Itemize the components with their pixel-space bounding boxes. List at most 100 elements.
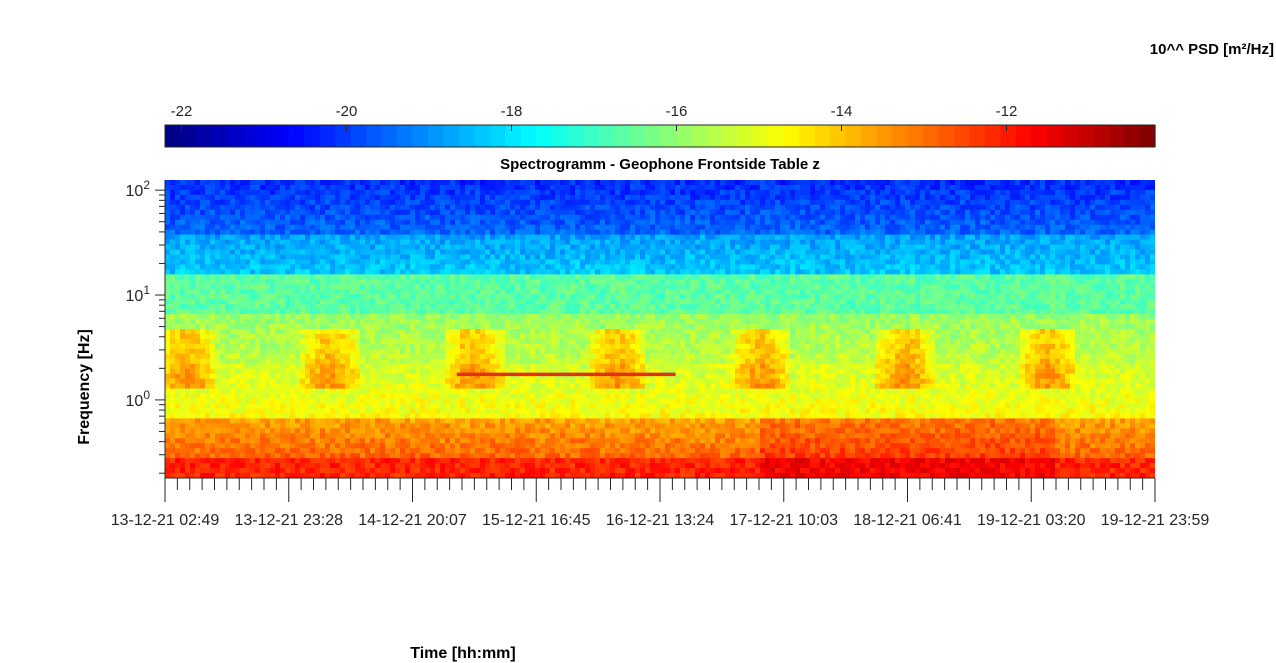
heatmap-cell	[575, 284, 581, 290]
heatmap-cell	[725, 279, 731, 285]
heatmap-cell	[735, 239, 741, 246]
heatmap-cell	[445, 249, 451, 255]
heatmap-cell	[1090, 180, 1096, 186]
heatmap-cell	[375, 264, 381, 270]
heatmap-cell	[705, 224, 711, 231]
heatmap-cell	[460, 239, 466, 246]
heatmap-cell	[1075, 289, 1081, 295]
heatmap-cell	[355, 264, 361, 270]
heatmap-cell	[305, 279, 311, 285]
heatmap-cell	[640, 249, 646, 255]
heatmap-cell	[930, 259, 936, 265]
heatmap-cell	[895, 229, 901, 236]
heatmap-cell	[410, 224, 416, 231]
heatmap-cell	[455, 204, 461, 211]
heatmap-cell	[630, 209, 636, 216]
heatmap-cell	[535, 189, 541, 196]
heatmap-cell	[670, 219, 676, 226]
heatmap-cell	[305, 184, 311, 191]
heatmap-cell	[870, 299, 876, 305]
heatmap-cell	[480, 244, 486, 251]
heatmap-cell	[435, 184, 441, 191]
heatmap-cell	[175, 279, 181, 285]
heatmap-cell	[1110, 234, 1116, 241]
heatmap-cell	[705, 239, 711, 246]
heatmap-cell	[710, 284, 716, 290]
heatmap-cell	[880, 229, 886, 236]
heatmap-cell	[1020, 204, 1026, 211]
heatmap-cell	[695, 269, 701, 275]
heatmap-cell	[560, 224, 566, 231]
heatmap-cell	[555, 204, 561, 211]
heatmap-cell	[810, 194, 816, 201]
heatmap-cell	[865, 289, 871, 295]
heatmap-cell	[675, 229, 681, 236]
heatmap-cell	[1000, 239, 1006, 246]
heatmap-cell	[1100, 189, 1106, 196]
heatmap-cell	[430, 289, 436, 295]
heatmap-cell	[620, 284, 626, 290]
heatmap-cell	[1065, 269, 1071, 275]
heatmap-cell	[665, 234, 671, 241]
heatmap-cell	[210, 279, 216, 285]
heatmap-cell	[185, 299, 191, 305]
heatmap-cell	[525, 194, 531, 201]
heatmap-cell	[915, 289, 921, 295]
heatmap-cell	[725, 284, 731, 290]
heatmap-cell	[1005, 204, 1011, 211]
heatmap-cell	[300, 264, 306, 270]
heatmap-cell	[1145, 269, 1151, 275]
heatmap-cell	[760, 224, 766, 231]
heatmap-cell	[510, 209, 516, 216]
heatmap-cell	[755, 259, 761, 265]
heatmap-cell	[755, 279, 761, 285]
heatmap-cell	[830, 189, 836, 196]
heatmap-cell	[890, 229, 896, 236]
heatmap-cell	[465, 239, 471, 246]
heatmap-cell	[865, 209, 871, 216]
heatmap-cell	[680, 209, 686, 216]
heatmap-cell	[570, 244, 576, 251]
heatmap-cell	[1020, 279, 1026, 285]
heatmap-cell	[225, 219, 231, 226]
heatmap-cell	[710, 269, 716, 275]
heatmap-cell	[780, 284, 786, 290]
heatmap-cell	[730, 274, 736, 280]
heatmap-cell	[885, 234, 891, 241]
heatmap-cell	[740, 209, 746, 216]
heatmap-cell	[895, 249, 901, 255]
heatmap-cell	[325, 284, 331, 290]
heatmap-cell	[490, 249, 496, 255]
heatmap-cell	[165, 224, 171, 231]
heatmap-cell	[995, 244, 1001, 251]
heatmap-cell	[960, 184, 966, 191]
heatmap-cell	[600, 189, 606, 196]
heatmap-cell	[685, 299, 691, 305]
heatmap-cell	[985, 274, 991, 280]
heatmap-cell	[830, 284, 836, 290]
heatmap-cell	[825, 279, 831, 285]
heatmap-cell	[1035, 259, 1041, 265]
colorbar-cell	[907, 125, 924, 147]
heatmap-cell	[245, 244, 251, 251]
heatmap-cell	[920, 180, 926, 186]
heatmap-cell	[1145, 239, 1151, 246]
heatmap-cell	[1085, 274, 1091, 280]
heatmap-cell	[920, 249, 926, 255]
heatmap-cell	[205, 180, 211, 186]
heatmap-cell	[660, 199, 666, 206]
heatmap-cell	[1050, 219, 1056, 226]
heatmap-cell	[1005, 214, 1011, 221]
heatmap-cell	[435, 214, 441, 221]
heatmap-cell	[915, 254, 921, 260]
heatmap-cell	[765, 239, 771, 246]
heatmap-cell	[400, 254, 406, 260]
heatmap-cell	[940, 189, 946, 196]
heatmap-cell	[985, 194, 991, 201]
heatmap-cell	[1070, 189, 1076, 196]
heatmap-cell	[405, 239, 411, 246]
heatmap-cell	[535, 294, 541, 300]
heatmap-cell	[830, 239, 836, 246]
heatmap-cell	[430, 279, 436, 285]
heatmap-cell	[835, 219, 841, 226]
